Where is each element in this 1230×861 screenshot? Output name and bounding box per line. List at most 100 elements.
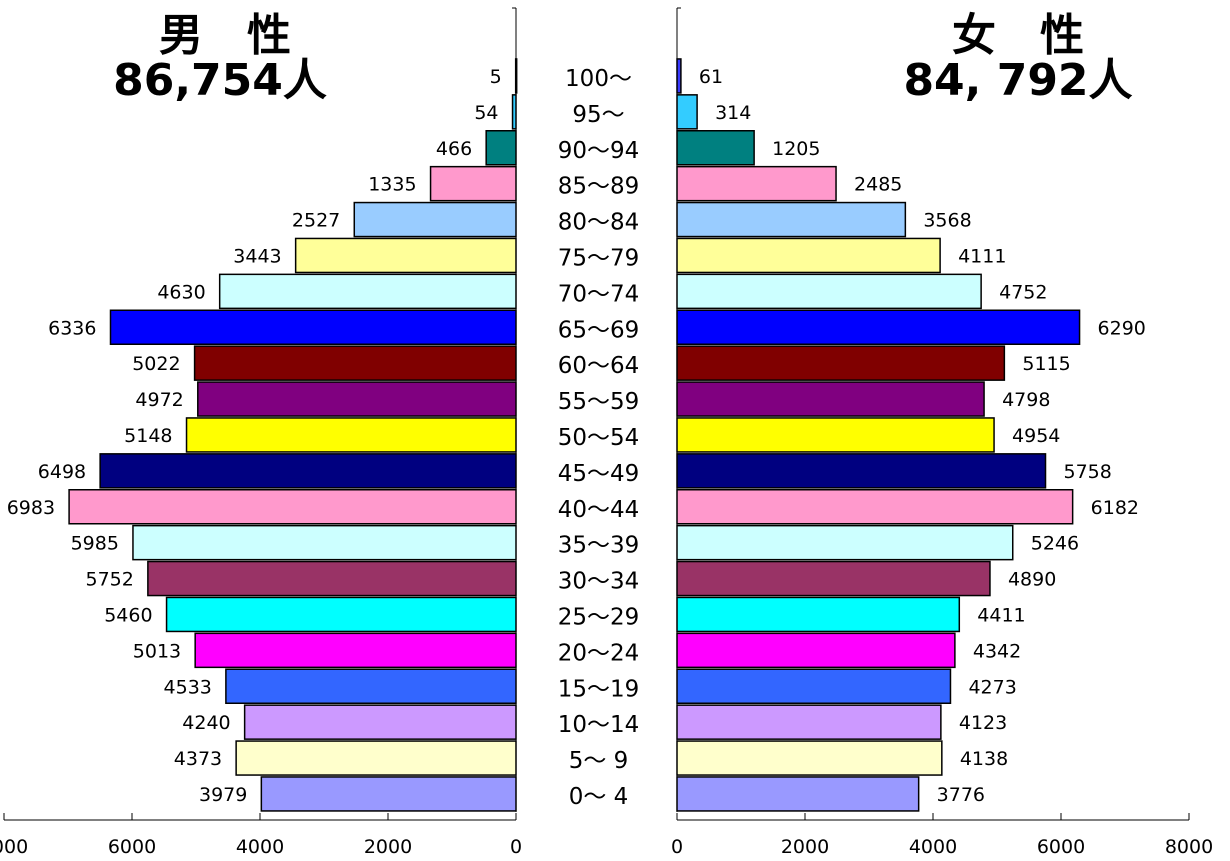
- male-bar: [429, 165, 517, 202]
- male-value-label: 1335: [368, 174, 416, 196]
- male-value-label: 5752: [86, 569, 134, 591]
- male-bar: [218, 273, 517, 310]
- male-value-label: 4533: [164, 676, 212, 698]
- female-tick-label: 2000: [781, 836, 829, 858]
- male-title-label: 男 性: [159, 10, 291, 61]
- female-value-label: 5246: [1031, 533, 1079, 555]
- female-bar: [676, 309, 1081, 345]
- female-bar: [676, 632, 956, 669]
- female-bar: [676, 273, 982, 310]
- age-group-label: 100～: [565, 66, 632, 92]
- age-group-label: 90～94: [558, 138, 640, 164]
- female-bar: [676, 237, 941, 274]
- age-group-label: 65～69: [558, 317, 640, 343]
- age-group-label: 95～: [572, 102, 624, 128]
- age-group-label: 80～84: [558, 210, 640, 236]
- male-bar: [193, 345, 517, 381]
- male-value-label: 4630: [157, 281, 205, 303]
- female-title-label: 女 性: [952, 10, 1084, 61]
- female-value-label: 4954: [1012, 425, 1060, 447]
- male-total-label: 86,754人: [113, 55, 327, 106]
- age-group-label: 30～34: [558, 569, 640, 595]
- male-value-label: 5460: [104, 604, 152, 626]
- age-group-label: 0～ 4: [569, 784, 629, 810]
- female-value-label: 5115: [1022, 353, 1070, 375]
- male-bar: [185, 417, 517, 453]
- male-bar: [147, 560, 517, 597]
- male-value-label: 5985: [71, 533, 119, 555]
- male-tick-label: 8000: [0, 836, 28, 858]
- female-tick-label: 4000: [909, 836, 957, 858]
- female-value-label: 4123: [959, 712, 1007, 734]
- male-value-label: 54: [474, 102, 498, 124]
- age-group-label: 25～29: [558, 604, 640, 630]
- female-value-label: 61: [699, 66, 723, 88]
- female-value-label: 4273: [968, 676, 1016, 698]
- male-bar: [194, 632, 517, 669]
- female-value-label: 2485: [854, 174, 902, 196]
- male-bar: [260, 776, 517, 812]
- female-bar: [676, 345, 1006, 381]
- male-bar: [109, 309, 517, 345]
- age-group-label: 20～24: [558, 640, 640, 666]
- axes: 8000 6000 4000 2000 0 0 2000 4000 6000 8000: [0, 7, 1213, 858]
- male-bar: [353, 201, 517, 238]
- male-value-label: 3443: [233, 245, 281, 267]
- female-tick-label: 0: [671, 836, 683, 858]
- female-title: 女 性 84, 792人: [903, 10, 1132, 106]
- male-bar: [514, 58, 518, 94]
- female-bar: [676, 130, 755, 166]
- female-bar: [676, 560, 991, 597]
- male-bar: [485, 130, 517, 166]
- male-value-label: 466: [436, 138, 472, 160]
- male-bar: [165, 596, 517, 633]
- female-total-label: 84, 792人: [903, 55, 1132, 106]
- age-group-label: 10～14: [558, 712, 640, 738]
- male-value-label: 5022: [132, 353, 180, 375]
- male-value-label: 4240: [182, 712, 230, 734]
- female-value-label: 4798: [1002, 389, 1050, 411]
- age-group-label: 75～79: [558, 245, 640, 271]
- male-value-label: 5013: [133, 640, 181, 662]
- male-bar: [235, 740, 517, 776]
- female-bar: [676, 417, 995, 453]
- male-tick-label: 4000: [236, 836, 284, 858]
- male-bar: [197, 381, 517, 417]
- male-title: 男 性 86,754人: [113, 10, 327, 106]
- age-group-label: 45～49: [558, 461, 640, 487]
- female-tick-label: 6000: [1037, 836, 1085, 858]
- female-value-label: 4411: [977, 604, 1025, 626]
- female-bar: [676, 776, 920, 812]
- age-group-label: 5～ 9: [569, 748, 629, 774]
- female-value-label: 6182: [1091, 497, 1139, 519]
- male-value-label: 6498: [38, 461, 86, 483]
- female-bar: [676, 596, 961, 633]
- age-group-label: 40～44: [558, 497, 640, 523]
- male-value-label: 5: [490, 66, 502, 88]
- female-value-label: 314: [715, 102, 751, 124]
- male-tick-label: 6000: [108, 836, 156, 858]
- female-value-label: 1205: [772, 138, 820, 160]
- age-group-label: 85～89: [558, 174, 640, 200]
- male-value-label: 5148: [124, 425, 172, 447]
- female-bar: [676, 524, 1014, 561]
- male-bar: [99, 453, 517, 489]
- male-bar: [132, 524, 517, 561]
- male-value-label: 3979: [199, 784, 247, 806]
- female-value-label: 4111: [958, 245, 1006, 267]
- male-bar: [294, 237, 517, 274]
- female-bar: [676, 453, 1047, 489]
- male-bar: [68, 489, 517, 525]
- female-value-label: 6290: [1098, 317, 1146, 339]
- female-bar: [676, 201, 907, 238]
- male-value-label: 6983: [7, 497, 55, 519]
- female-value-label: 4138: [960, 748, 1008, 770]
- female-bar: [676, 740, 943, 776]
- female-bar: [676, 704, 942, 740]
- male-value-label: 6336: [48, 317, 96, 339]
- female-bar: [676, 58, 682, 94]
- age-group-label: 50～54: [558, 425, 640, 451]
- female-bar: [676, 165, 837, 202]
- female-bar: [676, 94, 698, 130]
